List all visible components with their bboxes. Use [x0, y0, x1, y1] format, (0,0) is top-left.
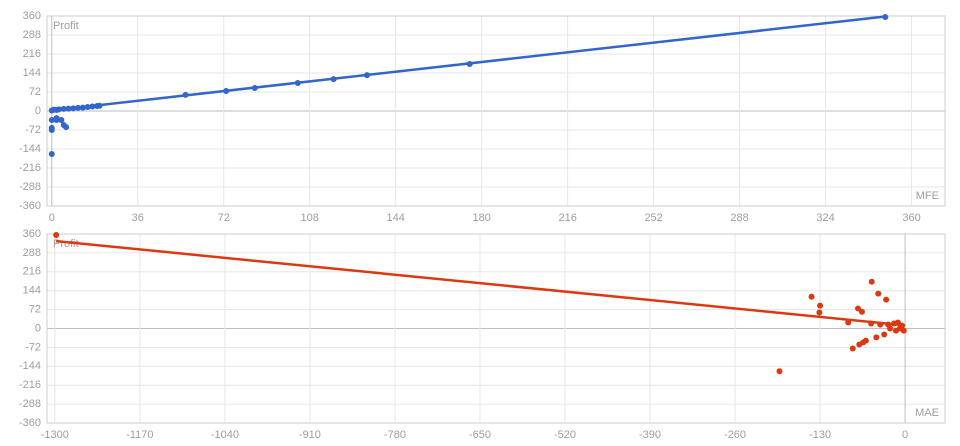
x-tick-label: -130 [809, 429, 831, 441]
x-tick-label: 216 [558, 212, 576, 224]
point [96, 102, 103, 109]
x-tick-label: 360 [902, 212, 920, 224]
y-tick-label: -288 [19, 398, 41, 410]
x-tick-label: -1170 [126, 429, 153, 441]
x-tick-label: 0 [49, 212, 55, 224]
point [900, 327, 907, 334]
y-axis-title: Profit [53, 20, 79, 32]
point [845, 319, 852, 326]
point [898, 322, 905, 329]
point [55, 106, 62, 113]
y-tick-label: 360 [23, 228, 41, 240]
y-tick-label: 216 [23, 48, 41, 60]
y-tick-label: -144 [19, 360, 41, 372]
y-tick-label: 72 [29, 86, 41, 98]
x-tick-label: 72 [218, 212, 230, 224]
point [808, 293, 815, 300]
x-tick-label: 252 [644, 212, 662, 224]
x-axis-title: MAE [915, 407, 939, 419]
x-tick-label: 108 [301, 212, 319, 224]
point [816, 309, 823, 316]
point [251, 85, 258, 92]
point [877, 321, 884, 328]
x-tick-label: -910 [299, 429, 321, 441]
point [60, 105, 67, 112]
y-tick-label: 288 [23, 29, 41, 41]
y-tick-label: -360 [19, 417, 41, 429]
point [875, 290, 882, 297]
x-tick-label: -260 [724, 429, 746, 441]
y-tick-label: -72 [25, 341, 41, 353]
point [858, 308, 865, 315]
y-tick-label: 0 [35, 322, 41, 334]
x-tick-label: 0 [902, 429, 908, 441]
point [868, 278, 875, 285]
y-tick-label: -144 [19, 143, 41, 155]
y-tick-label: -288 [19, 181, 41, 193]
x-tick-label: 144 [387, 212, 405, 224]
x-tick-label: 288 [730, 212, 748, 224]
point [294, 80, 301, 87]
trendline [56, 239, 906, 327]
point [79, 104, 86, 111]
point [182, 91, 189, 98]
point [89, 103, 96, 110]
y-tick-label: 144 [23, 67, 41, 79]
point [330, 76, 337, 83]
x-tick-label: 180 [472, 212, 490, 224]
x-tick-label: -520 [554, 429, 576, 441]
y-tick-label: -216 [19, 162, 41, 174]
y-tick-label: 72 [29, 304, 41, 316]
point [223, 87, 230, 94]
x-axis-title: MFE [916, 190, 939, 202]
x-tick-label: 36 [132, 212, 144, 224]
x-tick-label: -780 [384, 429, 406, 441]
x-tick-label: -390 [639, 429, 661, 441]
point [63, 124, 70, 131]
point [65, 105, 72, 112]
point [892, 327, 899, 334]
point [58, 116, 65, 123]
x-tick-label: -1040 [211, 429, 239, 441]
y-tick-label: 0 [35, 105, 41, 117]
x-tick-label: -650 [469, 429, 491, 441]
point [84, 104, 91, 111]
x-tick-label: 324 [816, 212, 834, 224]
y-tick-label: -72 [25, 124, 41, 136]
y-tick-label: 288 [23, 247, 41, 259]
y-tick-label: 360 [23, 10, 41, 22]
y-tick-label: -216 [19, 379, 41, 391]
point [862, 337, 869, 344]
point [887, 325, 894, 332]
plot-border [46, 233, 946, 424]
point [849, 345, 856, 352]
point [883, 296, 890, 303]
point [48, 151, 55, 158]
point [48, 116, 55, 123]
point [70, 105, 77, 112]
y-tick-label: 216 [23, 266, 41, 278]
point [466, 61, 473, 68]
y-tick-label: 144 [23, 285, 41, 297]
point [882, 14, 889, 21]
x-tick-label: -1300 [41, 429, 69, 441]
point [881, 331, 888, 338]
point [53, 116, 60, 123]
point [75, 104, 82, 111]
point [776, 368, 783, 375]
y-tick-label: -360 [19, 200, 41, 212]
point [53, 232, 60, 239]
point [873, 334, 880, 341]
point [868, 320, 875, 327]
point [48, 127, 55, 133]
point [817, 302, 824, 309]
point [364, 72, 371, 79]
plot-border [46, 15, 946, 207]
